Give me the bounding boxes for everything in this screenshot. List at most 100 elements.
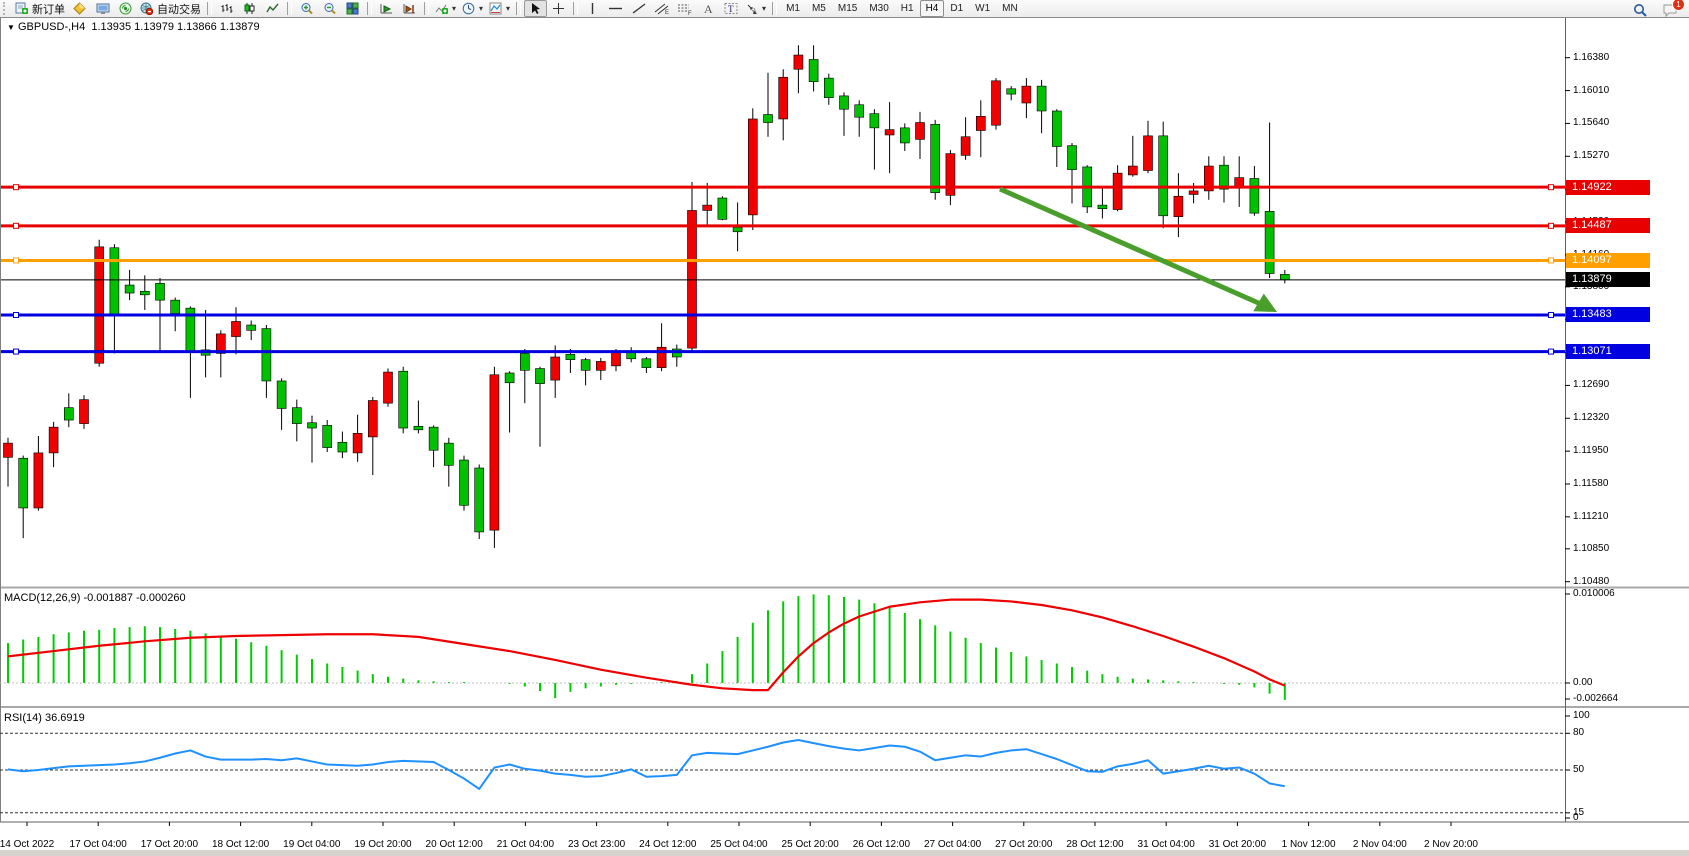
toolbar-separator: [287, 2, 292, 15]
arrows-button[interactable]: ▾: [742, 0, 769, 17]
hline-handle[interactable]: [13, 257, 19, 264]
timeframe-button-d1[interactable]: D1: [950, 3, 964, 14]
new-order-label: 新订单: [32, 3, 65, 16]
equidistant-channel-button[interactable]: E: [650, 0, 673, 17]
search-button[interactable]: [1629, 1, 1652, 18]
candle-body: [519, 353, 530, 371]
auto-scroll-button[interactable]: [375, 0, 398, 17]
candle-body: [474, 467, 485, 533]
chart-shift-button[interactable]: [398, 0, 421, 17]
candle-body: [64, 407, 74, 421]
hline-handle[interactable]: [1548, 184, 1554, 191]
trendline-button[interactable]: [627, 0, 650, 17]
timeframe-button-m30[interactable]: M30: [869, 3, 889, 14]
candle-body: [307, 422, 317, 429]
signals-button[interactable]: [114, 0, 137, 17]
candle-body: [960, 136, 971, 156]
market-watch-button[interactable]: [68, 0, 91, 17]
hline-handle[interactable]: [13, 222, 19, 229]
toolbar-grip[interactable]: [3, 2, 10, 15]
zoom-out-button[interactable]: [318, 0, 341, 17]
timeframe-button-mn[interactable]: MN: [1002, 3, 1018, 14]
hline-handle[interactable]: [1548, 257, 1554, 264]
hline-handle[interactable]: [1548, 222, 1554, 229]
price-axis-label: 1.12320: [1573, 412, 1610, 424]
hline-handle[interactable]: [13, 311, 19, 318]
line-chart-button[interactable]: [261, 0, 284, 17]
fibonacci-button[interactable]: F: [673, 0, 696, 17]
candle-body: [18, 457, 29, 509]
autotrading-button[interactable]: 自动交易: [137, 0, 204, 17]
periods-button[interactable]: ▾: [459, 0, 486, 17]
candlestick-chart-button[interactable]: [238, 0, 261, 17]
bar-chart-button[interactable]: [215, 0, 238, 17]
price-axis-label: 1.10480: [1573, 575, 1610, 587]
candle-body: [839, 95, 849, 110]
indicators-button[interactable]: ▾: [432, 0, 459, 17]
line-chart-icon: [266, 3, 279, 13]
candle-body: [109, 247, 120, 316]
time-axis-label: 19 Oct 20:00: [354, 839, 412, 850]
candle-body: [793, 54, 804, 70]
hline-objects: [0, 184, 1565, 355]
templates-button[interactable]: ▾: [486, 0, 513, 17]
cursor-button[interactable]: [524, 0, 548, 17]
chart-shift-icon: [403, 4, 415, 14]
chat-button[interactable]: 1: [1658, 0, 1685, 18]
candle-body: [535, 368, 545, 384]
candle-body: [459, 459, 469, 506]
timeframe-button-m5[interactable]: M5: [811, 3, 826, 14]
periods-clock-icon: [462, 2, 475, 15]
trend-arrow-annotation[interactable]: [998, 186, 1277, 312]
candle-body: [1158, 135, 1168, 217]
chat-badge: 1: [1672, 0, 1685, 11]
hline-handle[interactable]: [1548, 348, 1554, 355]
label-button[interactable]: T: [719, 0, 742, 17]
candle-body: [504, 372, 515, 384]
vertical-line-icon: [591, 3, 594, 14]
candle-body: [854, 104, 865, 118]
crosshair-button[interactable]: [547, 0, 570, 17]
hline-handle[interactable]: [1548, 311, 1554, 318]
candle-body: [580, 359, 591, 371]
hline-handle[interactable]: [13, 348, 19, 355]
chart-frame: [0, 18, 1689, 856]
time-axis-label: 20 Oct 12:00: [425, 839, 483, 850]
arrow-shaft[interactable]: [998, 186, 1265, 308]
candle-body: [352, 433, 363, 454]
new-order-button[interactable]: 新订单: [12, 0, 68, 17]
timeframe-button-m1[interactable]: M1: [786, 3, 800, 14]
macd-indicator-label: MACD(12,26,9) -0.001887 -0.000260: [4, 592, 186, 604]
candle-body: [869, 113, 880, 129]
macd-axis-label: 0.010006: [1573, 588, 1615, 599]
timeframe-button-m15[interactable]: M15: [837, 3, 858, 14]
tile-windows-button[interactable]: [341, 0, 364, 17]
candle-body: [413, 425, 424, 431]
price-axis-label: 1.15270: [1573, 150, 1610, 162]
timeframe-button-w1[interactable]: W1: [975, 3, 991, 14]
trendline-icon: [632, 3, 645, 14]
candle-body: [915, 122, 925, 140]
candle-body: [1204, 165, 1214, 192]
horizontal-line-button[interactable]: [604, 0, 627, 17]
candle-body: [1021, 85, 1032, 104]
candle-body: [656, 346, 667, 368]
time-axis-label: 2 Nov 20:00: [1424, 839, 1478, 850]
candle-body: [231, 321, 241, 337]
vertical-line-button[interactable]: [581, 0, 604, 17]
symbol-dropdown-icon[interactable]: ▼: [7, 23, 15, 32]
candle-body: [1052, 110, 1062, 147]
candle-body: [702, 204, 713, 211]
zoom-in-button[interactable]: [295, 0, 318, 17]
timeframe-button-h1[interactable]: H1: [900, 3, 914, 14]
cursor-icon: [532, 3, 541, 14]
hline-handle[interactable]: [13, 184, 19, 191]
main-toolbar: 新订单: [0, 0, 1689, 18]
text-button[interactable]: A: [696, 0, 719, 17]
dropdown-caret: ▾: [479, 4, 484, 13]
terminal-button[interactable]: [91, 0, 114, 17]
timeframe-button-h4[interactable]: H4: [919, 0, 945, 17]
price-line-label-1.13483: 1.13483: [1566, 307, 1650, 323]
